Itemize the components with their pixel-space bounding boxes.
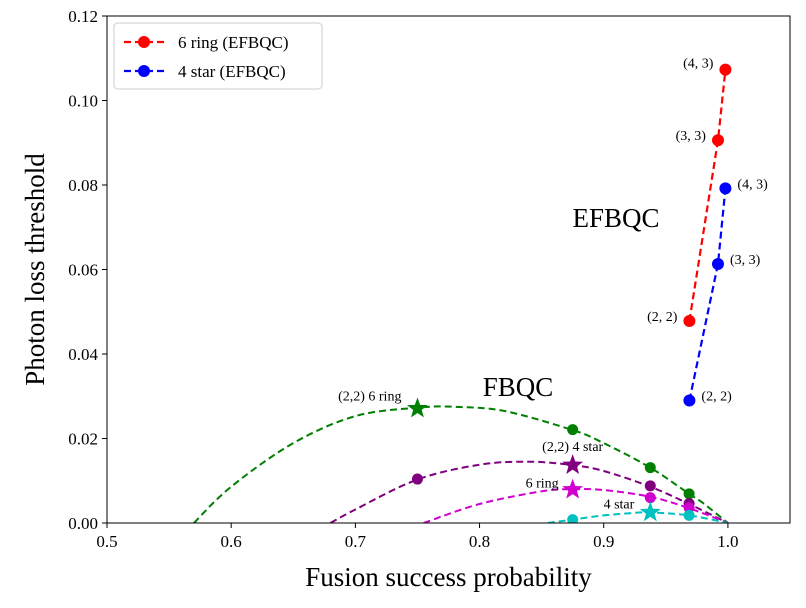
fbqc-star-marker xyxy=(562,478,584,499)
fbqc-point xyxy=(683,502,695,514)
y-tick-label: 0.12 xyxy=(68,7,98,26)
y-tick-label: 0.06 xyxy=(68,261,98,280)
x-tick-label: 0.7 xyxy=(345,532,367,551)
fbqc-star-label: 4 star xyxy=(604,497,635,512)
efbqc-point-label: (3, 3) xyxy=(676,129,707,144)
fbqc-star-label: 6 ring xyxy=(526,477,559,492)
fbqc-point xyxy=(567,514,579,523)
x-tick-label: 1.0 xyxy=(717,532,738,551)
efbqc-point xyxy=(711,134,724,147)
efbqc-series-line xyxy=(688,188,727,401)
fbqc-star-label: (2,2) 6 ring xyxy=(338,390,401,405)
x-tick-label: 0.6 xyxy=(221,532,242,551)
y-tick-label: 0.04 xyxy=(68,345,98,364)
y-tick-label: 0.00 xyxy=(68,514,98,533)
annotation-efbqc: EFBQC xyxy=(572,203,659,233)
efbqc-point xyxy=(683,394,696,407)
efbqc-series-line xyxy=(688,69,727,322)
legend-label-6-ring: 6 ring (EFBQC) xyxy=(178,33,289,52)
efbqc-point xyxy=(719,182,732,195)
plot-clip-group xyxy=(193,397,729,523)
x-tick-label: 0.8 xyxy=(469,532,490,551)
axes-layer: 0.5 0.6 0.7 0.8 0.9 1.0 0.00 0.02 0.04 0.06 0.08 0.… xyxy=(68,7,738,551)
x-tick-label: 0.5 xyxy=(96,532,117,551)
fbqc-point xyxy=(644,480,656,492)
fbqc-star-marker xyxy=(407,397,428,418)
y-axis-label: Photon loss threshold xyxy=(20,153,50,386)
x-axis-label: Fusion success probability xyxy=(305,562,592,592)
efbqc-point xyxy=(719,63,732,76)
legend-marker-4-star xyxy=(138,65,150,77)
efbqc-point-label: (2, 2) xyxy=(701,389,732,404)
fbqc-point xyxy=(567,424,579,436)
legend: 6 ring (EFBQC) 4 star (EFBQC) xyxy=(113,22,323,90)
fbqc-point xyxy=(411,473,423,485)
plot-layer: (2,2) 6 ring (2,2) 4 star 6 ring 4 star (2, … xyxy=(193,57,768,523)
plot-area xyxy=(107,16,790,523)
y-tick-label: 0.02 xyxy=(68,430,98,449)
efbqc-point-label: (4, 3) xyxy=(683,57,714,72)
fbqc-star-label: (2,2) 4 star xyxy=(542,440,603,455)
fbqc-point xyxy=(683,509,695,521)
fbqc-curve xyxy=(330,460,729,523)
fbqc-star-marker xyxy=(639,501,661,522)
efbqc-point xyxy=(711,258,724,271)
fbqc-point xyxy=(644,492,656,504)
efbqc-point-label: (3, 3) xyxy=(730,253,761,268)
x-tick-label: 0.9 xyxy=(593,532,614,551)
efbqc-point-label: (4, 3) xyxy=(737,177,768,192)
y-tick-label: 0.10 xyxy=(68,92,98,111)
y-tick-label: 0.08 xyxy=(68,176,98,195)
fbqc-star-marker xyxy=(562,454,584,474)
legend-marker-6-ring xyxy=(138,36,150,48)
annotation-fbqc: FBQC xyxy=(483,372,554,402)
efbqc-point xyxy=(683,315,696,328)
fbqc-curve xyxy=(193,405,729,523)
efbqc-point-label: (2, 2) xyxy=(647,310,678,325)
legend-box xyxy=(113,22,323,90)
fbqc-point xyxy=(644,462,656,474)
fbqc-point xyxy=(683,488,695,500)
legend-label-4-star: 4 star (EFBQC) xyxy=(178,62,286,81)
